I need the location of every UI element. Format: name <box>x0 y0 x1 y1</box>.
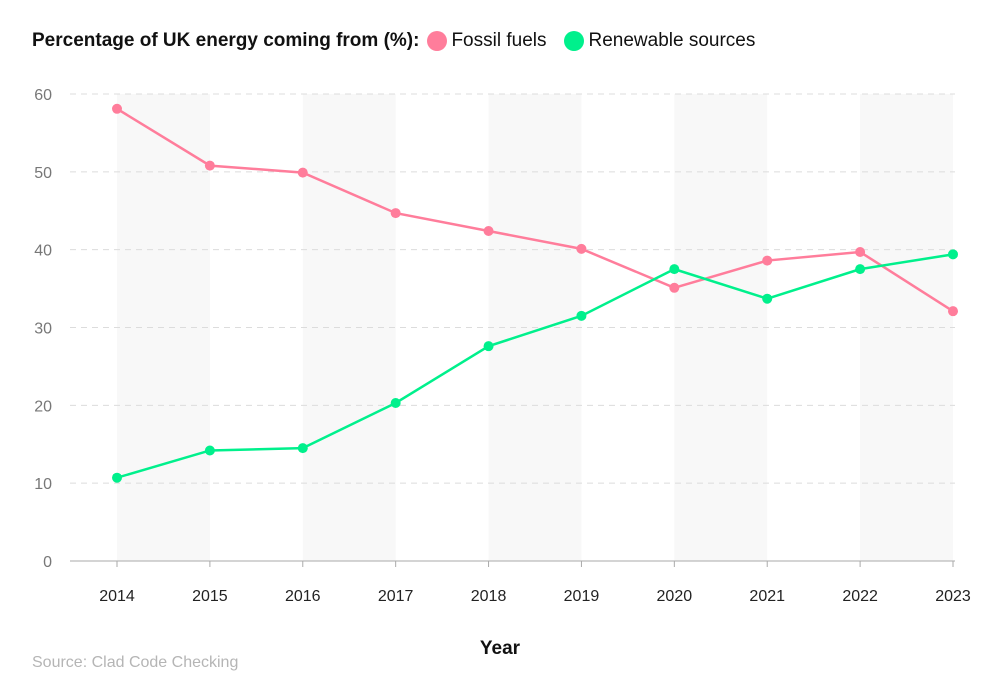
x-tick-label: 2022 <box>842 588 878 605</box>
x-tick-label: 2021 <box>749 588 785 605</box>
data-point-1 <box>669 264 680 275</box>
data-point-1 <box>855 264 866 275</box>
chart-title: Percentage of UK energy coming from (%): <box>32 30 420 51</box>
y-tick-label: 50 <box>34 165 52 182</box>
y-tick-label: 40 <box>34 243 52 260</box>
data-point-1 <box>948 249 958 260</box>
data-point-1 <box>204 445 215 456</box>
x-tick-label: 2014 <box>99 588 135 605</box>
y-tick-label: 0 <box>43 554 52 571</box>
data-point-0 <box>390 208 401 219</box>
data-point-1 <box>112 472 122 483</box>
data-point-1 <box>576 310 587 321</box>
data-point-0 <box>576 243 587 254</box>
legend-item-fossil[interactable]: Fossil fuels <box>427 30 546 52</box>
x-tick-label: 2019 <box>564 588 600 605</box>
data-point-1 <box>483 341 494 352</box>
x-tick-label: 2015 <box>192 588 228 605</box>
data-point-0 <box>948 306 958 317</box>
data-point-0 <box>669 282 680 293</box>
y-tick-label: 30 <box>34 321 52 338</box>
source-note: Source: Clad Code Checking <box>32 654 239 671</box>
x-axis-label: Year <box>480 638 521 659</box>
data-point-1 <box>390 397 401 408</box>
y-tick-label: 20 <box>34 398 52 415</box>
data-point-0 <box>855 247 866 258</box>
legend-item-renewable[interactable]: Renewable sources <box>564 30 755 52</box>
legend-marker-fossil <box>427 31 448 51</box>
legend-marker-renewable <box>564 31 585 51</box>
series-line-1 <box>116 253 954 479</box>
data-point-1 <box>762 293 773 304</box>
legend-label-renewable: Renewable sources <box>588 30 756 51</box>
x-tick-label: 2016 <box>285 588 321 605</box>
x-tick-label: 2017 <box>378 588 414 605</box>
x-tick-label: 2023 <box>935 588 971 605</box>
x-tick-label: 2018 <box>471 588 507 605</box>
y-tick-label: 60 <box>34 87 52 104</box>
data-point-0 <box>297 167 308 178</box>
legend: Percentage of UK energy coming from (%):… <box>32 30 773 52</box>
data-point-0 <box>762 255 773 266</box>
y-tick-label: 10 <box>34 476 52 493</box>
legend-label-fossil: Fossil fuels <box>451 30 547 51</box>
data-point-1 <box>297 443 308 454</box>
data-point-0 <box>112 103 122 114</box>
data-point-0 <box>483 225 494 236</box>
data-point-0 <box>204 160 215 171</box>
series-line-0 <box>116 107 954 313</box>
x-tick-label: 2020 <box>657 588 693 605</box>
